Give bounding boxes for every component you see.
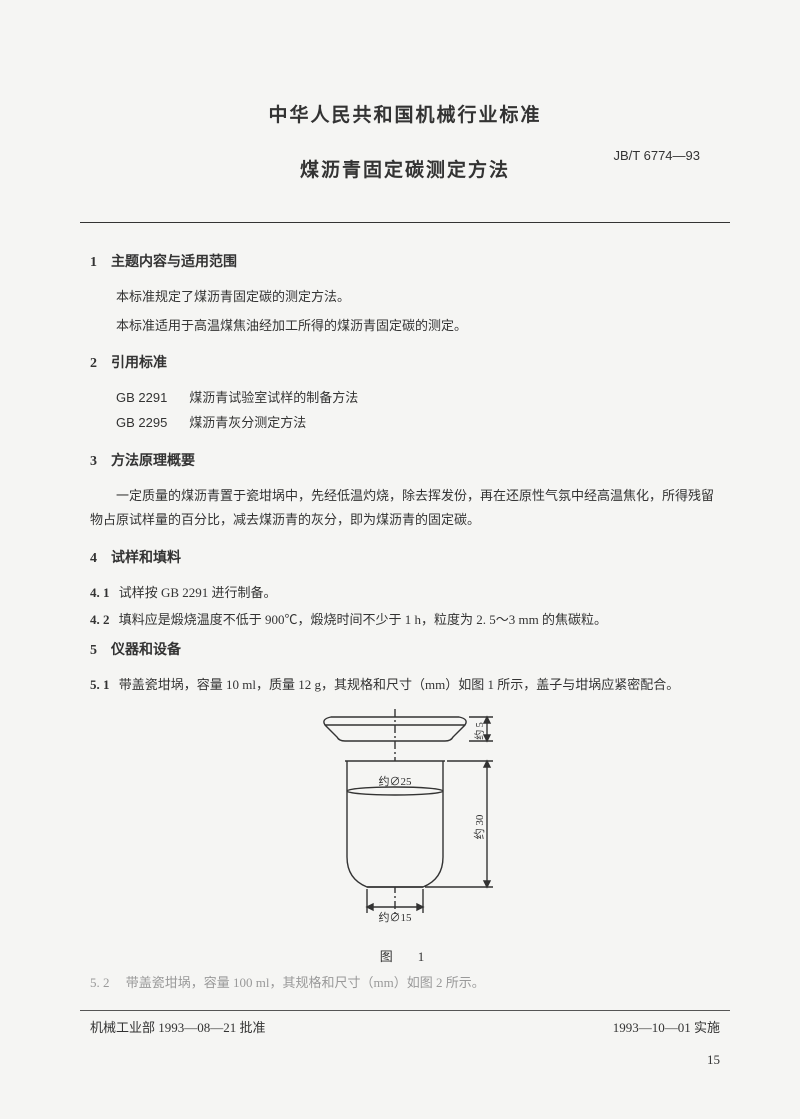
footer-divider [80, 1010, 730, 1011]
item-5-1-num: 5. 1 [90, 677, 110, 692]
item-4-1-text: 试样按 GB 2291 进行制备。 [119, 585, 277, 600]
figure-1-caption: 图 1 [90, 946, 720, 965]
dim-top-dia: 约∅25 [379, 775, 412, 788]
item-5-2-num: 5. 2 [90, 975, 110, 990]
section-1-heading: 1 主题内容与适用范围 [90, 251, 720, 271]
reference-2-code: GB 2295 [116, 411, 186, 436]
dim-cup-height: 约 30 [473, 814, 486, 839]
reference-2-title: 煤沥青灰分测定方法 [189, 415, 306, 430]
footer: 机械工业部 1993—08—21 批准 1993—10—01 实施 [90, 1017, 720, 1036]
item-4-2-num: 4. 2 [90, 612, 110, 627]
section-1-p2: 本标准适用于高温煤焦油经加工所得的煤沥青固定碳的测定。 [90, 314, 720, 339]
figure-1: 约∅25 约∅15 约 30 约 5 图 1 [90, 707, 720, 965]
item-4-1-num: 4. 1 [90, 585, 110, 600]
reference-1: GB 2291 煤沥青试验室试样的制备方法 [116, 386, 720, 411]
item-5-1-text: 带盖瓷坩埚，容量 10 ml，质量 12 g，其规格和尺寸（mm）如图 1 所示… [119, 677, 679, 692]
page-number: 15 [90, 1052, 720, 1068]
section-2-heading: 2 引用标准 [90, 352, 720, 372]
item-5-2-text: 带盖瓷坩埚，容量 100 ml，其规格和尺寸（mm）如图 2 所示。 [126, 975, 485, 990]
dim-lid-height: 约 5 [473, 722, 486, 740]
section-5-heading: 5 仪器和设备 [90, 639, 720, 659]
standard-org-title: 中华人民共和国机械行业标准 [90, 100, 720, 127]
section-1-p1: 本标准规定了煤沥青固定碳的测定方法。 [90, 285, 720, 310]
crucible-diagram: 约∅25 约∅15 约 30 约 5 [265, 707, 545, 937]
document-code: JB/T 6774—93 [614, 148, 700, 163]
reference-1-code: GB 2291 [116, 386, 186, 411]
dim-bottom-dia: 约∅15 [379, 911, 412, 924]
item-4-2-text: 填料应是煅烧温度不低于 900℃，煅烧时间不少于 1 h，粒度为 2. 5～3 … [119, 612, 607, 627]
item-5-2: 5. 2 带盖瓷坩埚，容量 100 ml，其规格和尺寸（mm）如图 2 所示。 [90, 971, 720, 996]
footer-effective: 1993—10—01 实施 [613, 1017, 720, 1036]
section-3-heading: 3 方法原理概要 [90, 450, 720, 470]
footer-approval: 机械工业部 1993—08—21 批准 [90, 1017, 266, 1036]
reference-1-title: 煤沥青试验室试样的制备方法 [189, 390, 358, 405]
section-3-p1: 一定质量的煤沥青置于瓷坩埚中，先经低温灼烧，除去挥发份，再在还原性气氛中经高温焦… [90, 484, 720, 533]
reference-2: GB 2295 煤沥青灰分测定方法 [116, 411, 720, 436]
item-4-2: 4. 2 填料应是煅烧温度不低于 900℃，煅烧时间不少于 1 h，粒度为 2.… [90, 608, 720, 633]
title-divider [80, 222, 730, 223]
item-5-1: 5. 1 带盖瓷坩埚，容量 10 ml，质量 12 g，其规格和尺寸（mm）如图… [90, 673, 720, 698]
section-4-heading: 4 试样和填料 [90, 547, 720, 567]
item-4-1: 4. 1 试样按 GB 2291 进行制备。 [90, 581, 720, 606]
